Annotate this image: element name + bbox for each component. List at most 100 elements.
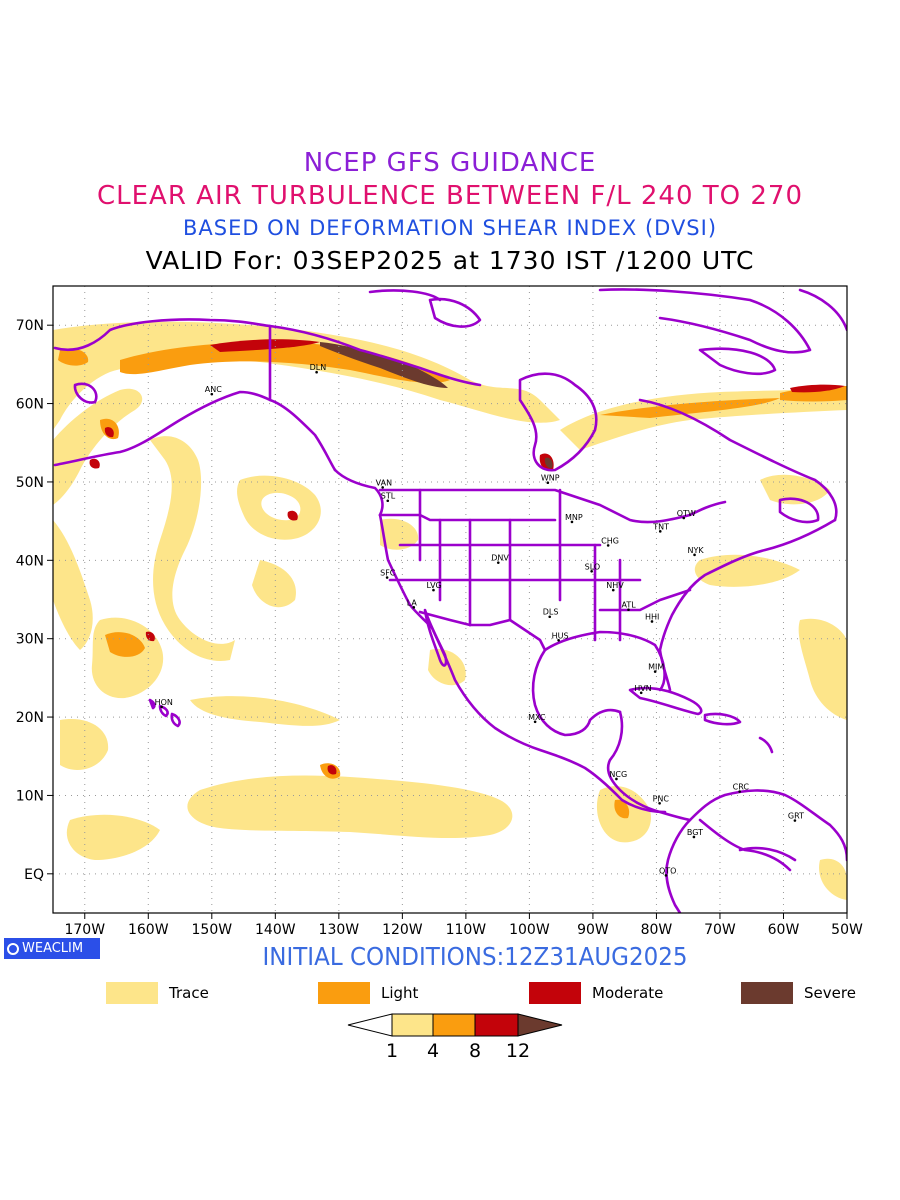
city-label: MXC <box>528 713 546 722</box>
city-label: MIM <box>648 663 664 672</box>
city-marker <box>496 561 500 564</box>
colorbar-segment-light <box>432 1013 476 1037</box>
city-marker <box>650 620 654 623</box>
lon-label: 70W <box>704 922 736 938</box>
city-label: PNC <box>653 794 670 803</box>
city-marker <box>412 606 416 609</box>
lat-label: 20N <box>16 710 44 726</box>
city-marker <box>664 874 668 877</box>
legend-swatch-light <box>318 982 370 1004</box>
city-marker <box>653 670 657 673</box>
colorbar-tick-4: 4 <box>427 1040 439 1062</box>
city-label: SFC <box>380 569 396 578</box>
legend-label-light: Light <box>381 984 419 1002</box>
latitude-labels: 70N 60N 50N 40N 30N 20N 10N EQ <box>16 318 53 883</box>
lon-label: 60W <box>768 922 800 938</box>
lon-label: 110W <box>446 922 487 938</box>
city-label: HON <box>155 698 173 707</box>
colorbar-segment-moderate <box>474 1013 519 1037</box>
city-marker <box>160 705 163 709</box>
city-marker <box>615 777 618 781</box>
lon-label: 90W <box>577 922 609 938</box>
city-label: HHI <box>645 612 659 621</box>
colorbar-tick-12: 12 <box>506 1040 530 1062</box>
legend-label-moderate: Moderate <box>592 984 664 1002</box>
city-label: HUS <box>552 631 569 640</box>
city-label: LA <box>407 598 418 607</box>
city-marker <box>627 608 630 611</box>
city-label: CRC <box>733 783 750 792</box>
colorbar-tick-1: 1 <box>386 1040 398 1062</box>
legend-swatch-trace <box>106 982 158 1004</box>
city-label: GRT <box>788 812 804 821</box>
city-label: CHG <box>601 536 619 545</box>
weaclim-circle-icon <box>7 943 19 955</box>
colorbar-high-triangle <box>517 1013 563 1037</box>
coastlines-and-borders <box>53 288 847 913</box>
turbulence-trace-areas <box>53 321 847 900</box>
colorbar: 1 4 8 12 <box>347 1013 563 1062</box>
legend-label-trace: Trace <box>169 984 209 1002</box>
city-marker <box>385 576 389 579</box>
city-label: TNT <box>652 522 669 531</box>
lat-label: 60N <box>16 397 44 413</box>
city-label: VAN <box>376 478 392 487</box>
title-method: BASED ON DEFORMATION SHEAR INDEX (DVSI) <box>182 216 718 240</box>
city-label: OTW <box>677 509 696 518</box>
legend-swatch-moderate <box>529 982 581 1004</box>
city-marker <box>639 691 643 695</box>
city-marker <box>606 544 610 547</box>
lon-label: 100W <box>509 922 550 938</box>
lon-label: 120W <box>382 922 423 938</box>
city-marker <box>692 835 696 839</box>
city-label: WNP <box>541 474 560 483</box>
turbulence-severe-areas <box>320 342 553 469</box>
city-marker <box>693 553 696 557</box>
legend-label-severe: Severe <box>804 984 856 1002</box>
city-marker <box>386 499 390 503</box>
city-label: SLO <box>585 562 601 571</box>
city-label: NCG <box>609 770 627 779</box>
lat-label: 30N <box>16 632 44 648</box>
city-label: ANC <box>205 385 222 394</box>
lat-label: EQ <box>24 867 44 883</box>
title-valid-time: VALID For: 03SEP2025 at 1730 IST /1200 U… <box>145 246 755 275</box>
lon-label: 160W <box>128 922 169 938</box>
city-label: BGT <box>687 828 703 837</box>
lon-label: 170W <box>64 922 105 938</box>
city-marker <box>315 370 318 374</box>
city-label: QTO <box>659 866 676 875</box>
city-label: NYK <box>688 546 705 555</box>
longitude-labels: 170W 160W 150W 140W 130W 120W 110W 100W 90W 80W 70… <box>64 913 863 938</box>
city-marker <box>682 516 686 520</box>
colorbar-tick-8: 8 <box>469 1040 481 1062</box>
lon-label: 150W <box>192 922 233 938</box>
lon-label: 140W <box>255 922 296 938</box>
city-marker <box>546 481 550 485</box>
city-marker <box>210 392 214 396</box>
map-frame <box>52 285 848 914</box>
city-label: STL <box>381 492 396 501</box>
city-label: ATL <box>621 601 636 610</box>
lat-label: 70N <box>16 318 44 334</box>
city-marker <box>570 520 574 524</box>
city-label: DNV <box>491 554 509 563</box>
city-marker <box>533 720 537 724</box>
city-marker <box>381 486 384 489</box>
city-marker <box>738 790 741 793</box>
city-marker <box>658 530 662 533</box>
city-marker <box>557 638 560 642</box>
city-label: HVN <box>634 684 651 693</box>
colorbar-segment-trace <box>391 1013 434 1037</box>
lat-label: 10N <box>16 788 44 804</box>
city-label: DLS <box>543 608 559 617</box>
city-marker <box>658 801 661 805</box>
city-label: MNP <box>565 513 583 522</box>
city-label: LVG <box>426 581 441 590</box>
city-marker <box>590 569 593 573</box>
lat-lon-grid <box>53 286 847 913</box>
lat-label: 40N <box>16 553 44 569</box>
city-marker <box>432 588 435 592</box>
lon-label: 50W <box>831 922 863 938</box>
city-labels: ANC DLN VAN STL WNP MNP TNT OTW CHG NYK DNV SFC SLO L… <box>155 363 804 877</box>
